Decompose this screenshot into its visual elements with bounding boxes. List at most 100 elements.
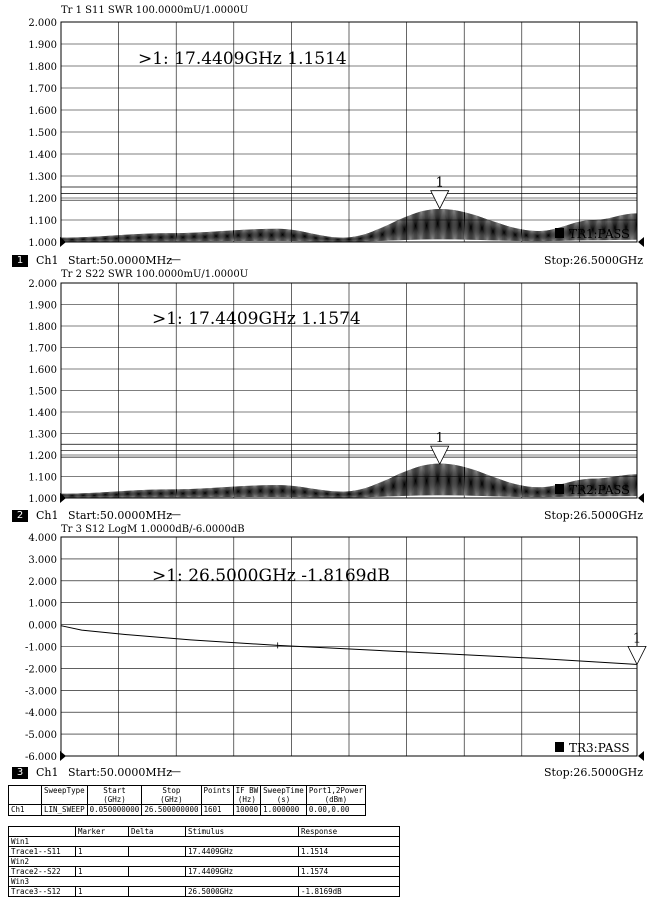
marker-readout: >1: 17.4409GHz 1.1514 <box>138 49 347 69</box>
marker-readout: >1: 17.4409GHz 1.1574 <box>152 309 361 329</box>
y-tick-label: -1.000 <box>25 643 57 654</box>
panel-footer-1: 1 Ch1 Start:50.0000MHz — Stop:26.5000GHz <box>0 253 657 268</box>
reference-arrow-right <box>638 237 644 247</box>
window-group-row: Win3 <box>8 876 400 887</box>
reference-arrow-right <box>638 751 644 761</box>
marker-stimulus: 17.4409GHz <box>185 866 299 877</box>
table-header-cell: SweepType <box>41 785 88 805</box>
table-header-row: SweepType Start (GHz) Stop (GHz) Points IF… <box>8 785 367 805</box>
panel-footer-2: 2 Ch1 Start:50.0000MHz — Stop:26.5000GHz <box>0 508 657 523</box>
table-header-cell: SweepTime (s) <box>260 785 307 805</box>
pass-status: TR1:PASS <box>569 227 630 241</box>
y-tick-label: 1.300 <box>28 172 57 183</box>
marker-number-label: 1 <box>436 431 444 446</box>
trace-header: Tr 1 S11 SWR 100.0000mU/1.0000U <box>61 5 248 16</box>
marker-number: 1 <box>75 846 129 857</box>
channel-label: Ch1 <box>36 254 59 267</box>
s12-logm-chart: Tr 3 S12 LogM 1.0000dB/-6.0000dB 4.000 3.0… <box>25 524 647 763</box>
table-cell: 26.500000000 <box>141 804 202 816</box>
y-tick-label: 1.900 <box>28 301 57 312</box>
y-tick-label: 3.000 <box>28 555 57 566</box>
y-tick-label: -2.000 <box>25 664 57 675</box>
marker-number: 1 <box>75 886 129 897</box>
y-tick-label: 1.200 <box>28 451 57 462</box>
trace-header: Tr 2 S22 SWR 100.0000mU/1.0000U <box>61 269 248 280</box>
status-indicator <box>555 742 564 752</box>
y-tick-label: 2.000 <box>28 577 57 588</box>
table-header-cell: Delta <box>128 826 186 837</box>
y-tick-label: 1.500 <box>28 128 57 139</box>
table-row: Trace3--S12 1 26.5000GHz -1.8169dB <box>8 886 400 897</box>
trace-header: Tr 3 S12 LogM 1.0000dB/-6.0000dB <box>61 524 245 535</box>
chart-panel-2: Tr 2 S22 SWR 100.0000mU/1.0000U 2.000 1.90… <box>0 268 657 509</box>
table-header-cell <box>8 826 76 837</box>
marker-triangle <box>430 445 450 466</box>
y-tick-label: -6.000 <box>25 752 57 763</box>
status-indicator <box>555 484 564 494</box>
y-tick-label: 1.000 <box>28 599 57 610</box>
trace-line <box>60 463 638 498</box>
table-row: Ch1 LIN_SWEEP 0.050000000 26.500000000 1… <box>8 804 367 816</box>
y-tick-label: 2.000 <box>28 279 57 290</box>
trace-name: Trace3--S12 <box>8 886 76 897</box>
y-tick-label: 1.000 <box>28 238 57 249</box>
sweep-settings-table: SweepType Start (GHz) Stop (GHz) Points IF… <box>8 785 367 816</box>
table-row: Trace1--S11 1 17.4409GHz 1.1514 <box>8 846 400 857</box>
y-tick-label: 1.800 <box>28 62 57 73</box>
marker-delta <box>128 866 186 877</box>
marker-stimulus: 17.4409GHz <box>185 846 299 857</box>
table-cell: 10000 <box>232 804 262 816</box>
marker-triangle <box>430 190 450 210</box>
window-label: Win2 <box>8 856 400 867</box>
y-tick-label: 1.300 <box>28 430 57 441</box>
table-header-cell: Points <box>200 785 234 805</box>
y-tick-label: -5.000 <box>25 730 57 741</box>
pass-status: TR2:PASS <box>569 483 630 497</box>
table-header-cell: Response <box>298 826 400 837</box>
table-header-cell: Marker <box>75 826 129 837</box>
table-cell: Ch1 <box>8 804 42 816</box>
marker-response: -1.8169dB <box>298 886 400 897</box>
reference-arrow-left <box>60 237 66 247</box>
panel-footer-3: 3 Ch1 Start:50.0000MHz — Stop:26.5000GHz <box>0 765 657 780</box>
marker-number-label: 1 <box>633 631 641 646</box>
reference-arrow-right <box>638 493 644 503</box>
table-header-cell <box>8 785 42 805</box>
pass-status: TR3:PASS <box>569 741 630 755</box>
marker-table: Marker Delta Stimulus Response Win1 Trac… <box>8 826 400 897</box>
y-tick-label: 2.000 <box>28 18 57 29</box>
stop-frequency: Stop:26.5000GHz <box>544 509 643 522</box>
table-cell: 1601 <box>200 804 234 816</box>
channel-label: Ch1 <box>36 766 59 779</box>
window-label: Win1 <box>8 836 400 847</box>
y-tick-label: 1.600 <box>28 365 57 376</box>
window-number-badge: 1 <box>12 255 28 267</box>
sweep-dash: — <box>170 508 181 521</box>
y-tick-label: 1.200 <box>28 194 57 205</box>
marker-number-label: 1 <box>436 176 444 191</box>
table-header-cell: Start (GHz) <box>86 785 143 805</box>
y-tick-label: 1.400 <box>28 150 57 161</box>
window-label: Win3 <box>8 876 400 887</box>
marker-number: 1 <box>75 866 129 877</box>
window-group-row: Win1 <box>8 836 400 847</box>
start-frequency: Start:50.0000MHz <box>68 254 173 267</box>
table-cell: 0.050000000 <box>86 804 143 816</box>
marker-stimulus: 26.5000GHz <box>185 886 299 897</box>
marker-triangle <box>627 645 647 666</box>
s11-swr-chart: Tr 1 S11 SWR 100.0000mU/1.0000U 2.000 1.90… <box>28 5 644 249</box>
y-tick-label: 1.100 <box>28 473 57 484</box>
y-tick-label: 1.400 <box>28 408 57 419</box>
y-tick-label: 1.000 <box>28 494 57 505</box>
marker-response: 1.1514 <box>298 846 400 857</box>
channel-label: Ch1 <box>36 509 59 522</box>
y-tick-label: 1.700 <box>28 344 57 355</box>
table-cell: 0.00,0.00 <box>305 804 367 816</box>
start-frequency: Start:50.0000MHz <box>68 509 173 522</box>
reference-arrow-left <box>60 751 66 761</box>
table-header-cell: IF BW (Hz) <box>232 785 262 805</box>
chart-panel-1: Tr 1 S11 SWR 100.0000mU/1.0000U 2.000 1.90… <box>0 0 657 254</box>
table-header-cell: Stop (GHz) <box>141 785 202 805</box>
table-header-cell: Stimulus <box>185 826 299 837</box>
y-tick-label: 1.700 <box>28 84 57 95</box>
